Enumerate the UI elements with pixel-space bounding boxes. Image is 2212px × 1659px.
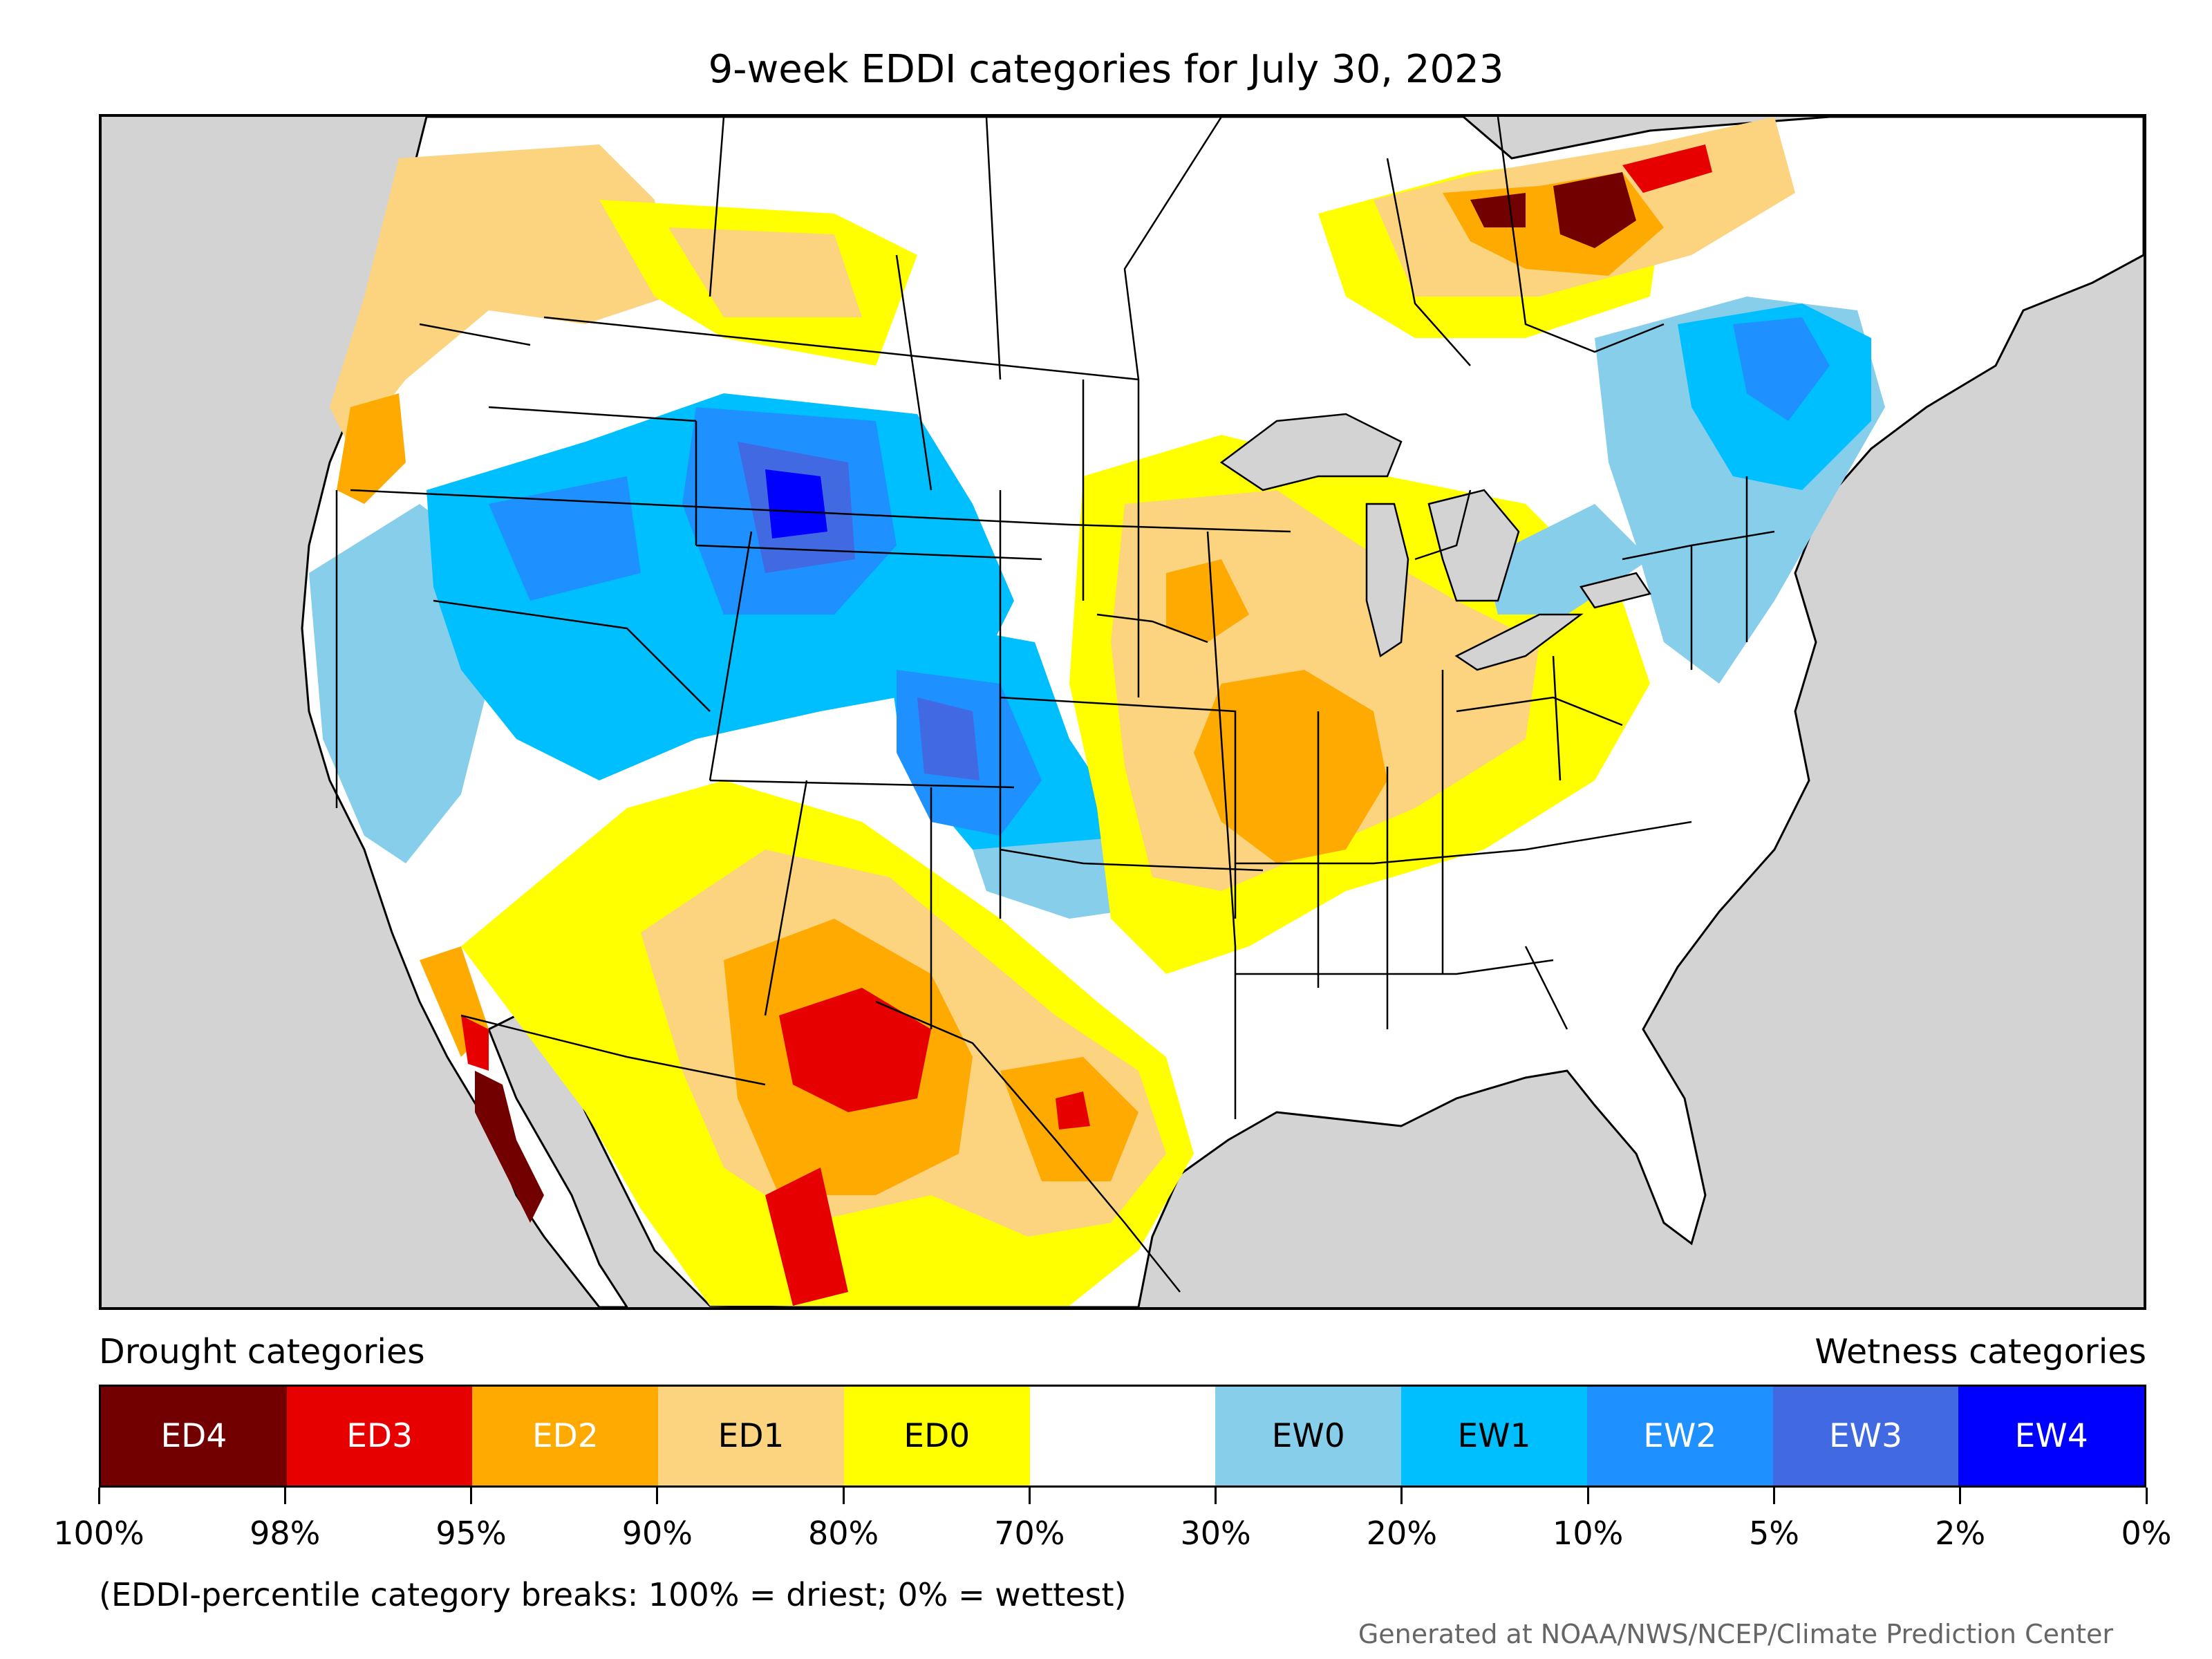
colorbar-tick	[470, 1488, 473, 1504]
source-credit: Generated at NOAA/NWS/NCEP/Climate Predi…	[1358, 1619, 2113, 1649]
colorbar-tick-label: 95%	[435, 1515, 507, 1552]
lake-superior	[1219, 413, 1403, 491]
colorbar-cell-ed2: ED2	[472, 1387, 659, 1485]
colorbar-cell-ew4: EW4	[1958, 1387, 2145, 1485]
category-patches	[309, 117, 1885, 1306]
colorbar-tick	[1400, 1488, 1403, 1504]
patch-ed4-baja	[475, 1071, 544, 1223]
colorbar-tick-label: 20%	[1366, 1515, 1438, 1552]
patch-ed3-quebec	[1622, 144, 1712, 193]
lake-ontario	[1579, 572, 1652, 609]
colorbar-cell-ed0: ED0	[843, 1387, 1030, 1485]
category-colorbar: ED4 ED3 ED2 ED1 ED0 EW0 EW1 EW2 EW3 EW4	[99, 1385, 2146, 1488]
lake-huron	[1427, 489, 1520, 602]
patch-ed1-pnw	[330, 144, 668, 449]
colorbar-tick	[1772, 1488, 1775, 1504]
patch-ed3-baja	[461, 1015, 489, 1071]
category-breaks-note: (EDDI-percentile category breaks: 100% =…	[99, 1576, 1127, 1613]
wetness-categories-heading: Wetness categories	[1815, 1332, 2146, 1371]
colorbar-tick-label: 90%	[621, 1515, 693, 1552]
colorbar-tick-label: 0%	[2121, 1515, 2172, 1552]
map-title: 9-week EDDI categories for July 30, 2023	[708, 47, 1504, 92]
lake-erie	[1454, 613, 1584, 671]
colorbar-tick	[1959, 1488, 1962, 1504]
patch-ed3-texas	[779, 988, 931, 1112]
colorbar-tick-label: 98%	[250, 1515, 321, 1552]
colorbar-tick-label: 2%	[1935, 1515, 1986, 1552]
colorbar-tick	[656, 1488, 659, 1504]
patch-ew4-wyoming	[765, 469, 827, 538]
colorbar-tick	[283, 1488, 286, 1504]
lake-michigan	[1365, 503, 1409, 658]
patch-ew2-idaho	[489, 476, 641, 601]
colorbar-tick-label: 5%	[1748, 1515, 1799, 1552]
colorbar-tick	[1586, 1488, 1589, 1504]
drought-categories-heading: Drought categories	[99, 1332, 425, 1371]
colorbar-tick	[2145, 1488, 2148, 1504]
patch-ed1-montana	[668, 227, 862, 317]
patch-ew3-colorado	[917, 697, 980, 780]
state-boundaries	[335, 117, 1775, 1293]
patch-ed2-oregon	[337, 393, 406, 504]
colorbar-cell-neutral	[1029, 1387, 1216, 1485]
colorbar-tick-label: 80%	[807, 1515, 879, 1552]
colorbar-cell-ew0: EW0	[1215, 1387, 1402, 1485]
colorbar-cell-ed3: ED3	[286, 1387, 473, 1485]
colorbar-tick	[97, 1488, 100, 1504]
colorbar-tick-label: 70%	[994, 1515, 1065, 1552]
patch-ed3-sonora	[765, 1168, 848, 1306]
patch-ed3-centraltexas	[1056, 1091, 1090, 1130]
colorbar-cell-ed1: ED1	[658, 1387, 844, 1485]
patch-ew2-maine	[1733, 317, 1830, 421]
eddi-map	[99, 114, 2146, 1310]
great-lakes	[1219, 413, 1652, 671]
colorbar-tick-label: 100%	[53, 1515, 144, 1552]
patch-ed2-iowa	[1166, 559, 1249, 642]
colorbar-cell-ew2: EW2	[1586, 1387, 1773, 1485]
colorbar-tick-label: 30%	[1180, 1515, 1251, 1552]
colorbar-tick	[1215, 1488, 1217, 1504]
patch-ed2-illinois	[1194, 670, 1387, 863]
patch-ed4-quebec	[1553, 172, 1636, 248]
colorbar-tick	[1028, 1488, 1031, 1504]
colorbar-cell-ew1: EW1	[1401, 1387, 1587, 1485]
colorbar-cell-ew3: EW3	[1772, 1387, 1959, 1485]
colorbar-tick	[842, 1488, 845, 1504]
colorbar-tick-label: 10%	[1553, 1515, 1624, 1552]
colorbar-cell-ed4: ED4	[101, 1387, 287, 1485]
